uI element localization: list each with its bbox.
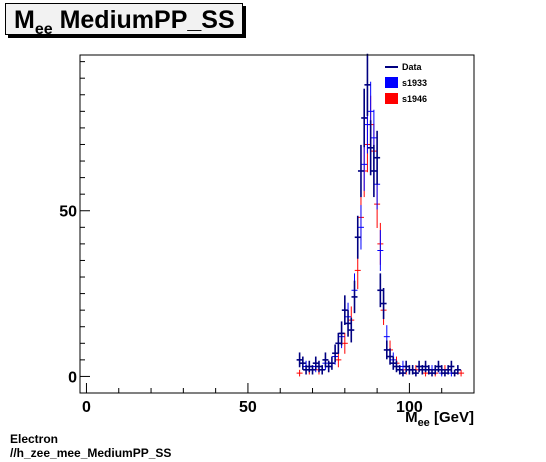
data-point-data <box>422 360 429 373</box>
data-point-data <box>429 369 436 377</box>
data-point-data <box>345 310 352 337</box>
data-point-s1946 <box>341 332 348 354</box>
data-point-data <box>328 356 335 370</box>
legend: Data s1933 s1946 <box>385 62 427 104</box>
data-point-data <box>306 360 313 373</box>
data-point-data <box>367 120 374 176</box>
data-point-data <box>348 317 355 343</box>
data-point-data <box>383 340 390 360</box>
data-point-data <box>390 356 397 370</box>
data-point-data <box>438 365 445 375</box>
data-point-data <box>361 88 368 148</box>
x-tick-label: 100 <box>396 399 423 416</box>
data-point-data <box>322 352 329 368</box>
data-point-data <box>432 365 439 375</box>
data-point-data <box>425 365 432 375</box>
y-tick-label: 0 <box>68 369 77 386</box>
chart-title: Mee MediumPP_SS <box>5 3 243 38</box>
data-point-data <box>435 360 442 373</box>
data-point-data <box>419 365 426 375</box>
data-point-data <box>374 130 381 185</box>
data-point-data <box>303 365 310 375</box>
data-point-data <box>341 295 348 325</box>
data-point-data <box>315 360 322 373</box>
x-axis-label-sub: ee <box>418 417 430 429</box>
legend-marker <box>385 77 398 88</box>
data-point-data <box>370 144 377 198</box>
data-point-s1933 <box>377 230 384 271</box>
x-axis-label-main: M <box>405 409 418 426</box>
data-point-s1946 <box>335 352 342 368</box>
data-point-data <box>409 365 416 375</box>
data-point-s1946 <box>296 369 303 377</box>
footer-line-2: //h_zee_mee_MediumPP_SS <box>10 446 172 460</box>
x-tick-label: 0 <box>82 399 91 416</box>
footer: Electron //h_zee_mee_MediumPP_SS <box>10 432 171 460</box>
x-axis-label: Mee [GeV] <box>405 409 474 429</box>
data-point-data <box>451 369 458 377</box>
x-tick-label: 50 <box>239 399 257 416</box>
data-point-data <box>309 365 316 375</box>
legend-entry-data: Data <box>385 62 423 72</box>
data-point-data <box>296 352 303 368</box>
data-point-data <box>454 365 461 375</box>
data-point-data <box>441 369 448 377</box>
data-point-data <box>396 365 403 375</box>
title-main: M <box>14 6 35 34</box>
legend-entry-s1933: s1933 <box>385 77 427 88</box>
data-point-data <box>393 360 400 373</box>
data-point-data <box>399 369 406 377</box>
data-point-data <box>357 144 364 198</box>
legend-label: s1933 <box>402 78 427 88</box>
data-point-data <box>387 348 394 365</box>
data-point-data <box>332 344 339 363</box>
data-point-data <box>448 360 455 373</box>
data-point-data <box>354 215 361 259</box>
data-point-s1946 <box>458 369 465 377</box>
data-point-data <box>312 356 319 370</box>
data-point-data <box>416 360 423 373</box>
data-point-s1933 <box>357 205 364 250</box>
plot-frame <box>79 54 475 394</box>
data-point-data <box>325 360 332 373</box>
data-point-data <box>335 332 342 354</box>
legend-label: Data <box>402 62 423 72</box>
data-point-data <box>412 369 419 377</box>
data-point-data <box>403 360 410 373</box>
data-point-data <box>319 365 326 375</box>
data-point-data <box>299 356 306 370</box>
legend-label: s1946 <box>402 94 427 104</box>
title-rest: MediumPP_SS <box>52 6 235 34</box>
data-point-data <box>351 280 358 314</box>
data-point-data <box>445 365 452 375</box>
footer-line-1: Electron <box>10 432 59 446</box>
legend-marker <box>385 93 398 104</box>
title-subscript: ee <box>34 21 53 38</box>
data-point-data <box>364 53 371 116</box>
legend-entry-s1946: s1946 <box>385 93 427 104</box>
data-point-data <box>377 273 384 308</box>
x-axis-label-unit: [GeV] <box>430 409 474 426</box>
data-point-data <box>338 321 345 346</box>
data-point-data <box>380 287 387 320</box>
y-tick-label: 50 <box>59 204 77 221</box>
